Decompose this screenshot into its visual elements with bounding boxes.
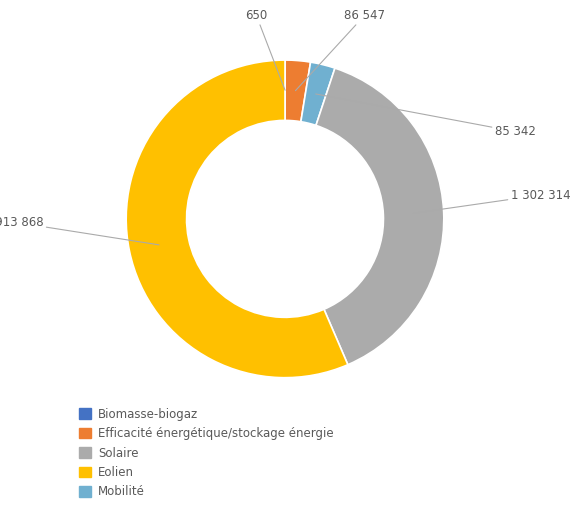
Wedge shape	[316, 68, 444, 365]
Text: 650: 650	[245, 9, 285, 90]
Wedge shape	[126, 60, 348, 378]
Wedge shape	[285, 60, 311, 122]
Text: 1 302 314: 1 302 314	[413, 188, 570, 213]
Text: 86 547: 86 547	[295, 9, 385, 91]
Wedge shape	[301, 62, 335, 125]
Legend: Biomasse-biogaz, Efficacité énergétique/stockage énergie, Solaire, Eolien, Mobil: Biomasse-biogaz, Efficacité énergétique/…	[74, 403, 338, 503]
Text: 85 342: 85 342	[316, 94, 535, 138]
Text: 1 913 868: 1 913 868	[0, 215, 159, 245]
